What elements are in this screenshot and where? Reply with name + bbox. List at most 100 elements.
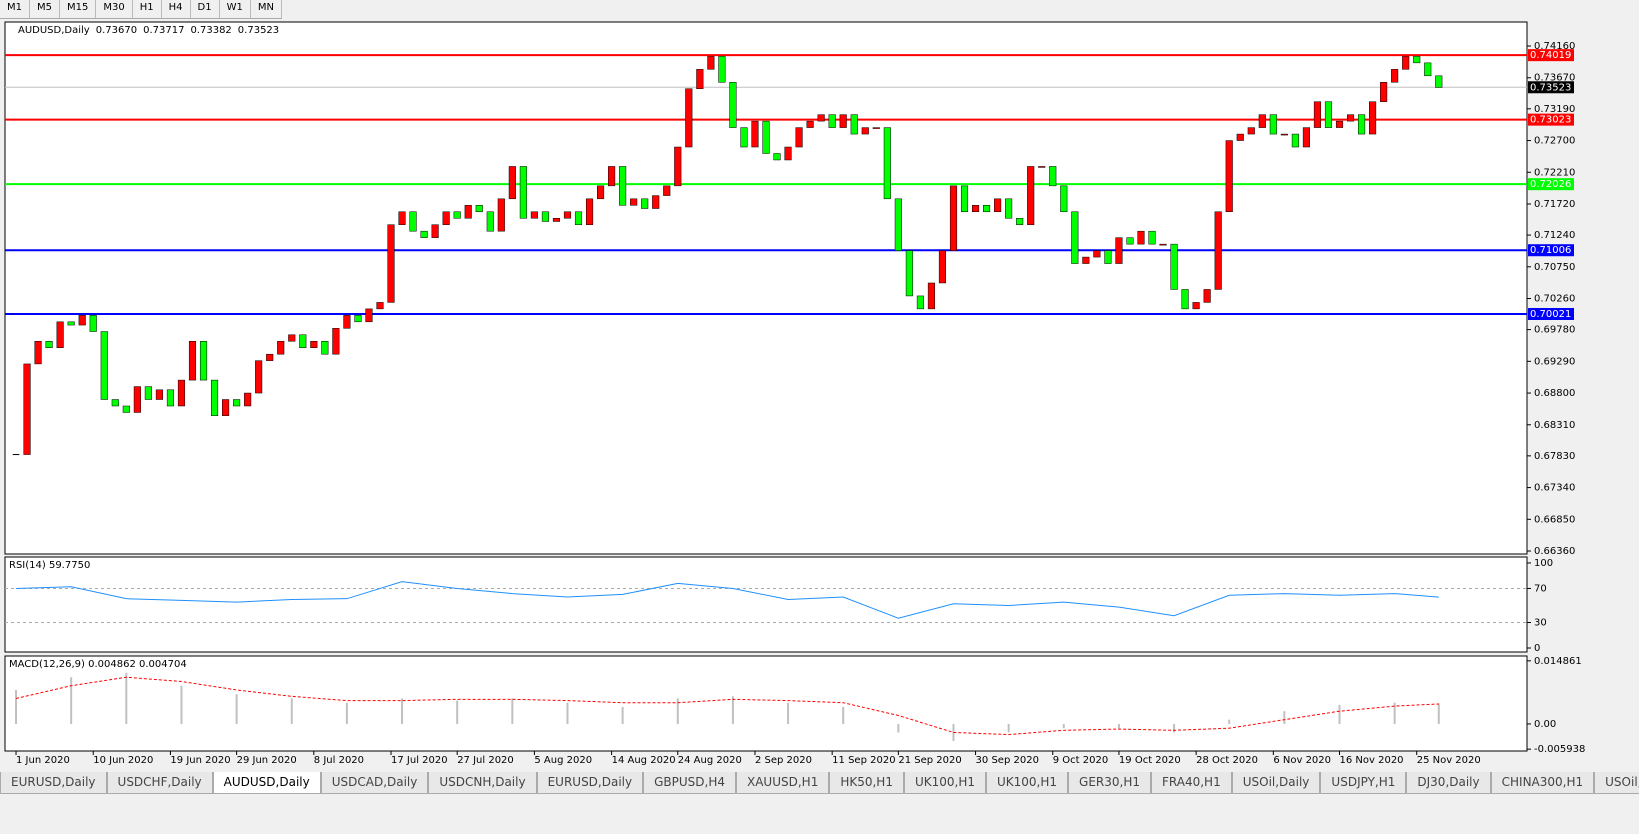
candle xyxy=(497,198,505,232)
chart-header: AUDUSD,Daily 0.73670 0.73717 0.73382 0.73523 xyxy=(18,25,279,36)
chart-window: 0.74160 0.73670 0.73190 0.72700 0.72210 0.717… xyxy=(4,21,1585,766)
rsi-label: RSI(14) 59.7750 xyxy=(9,560,90,571)
chart-tab[interactable]: CHINA300,H1 xyxy=(1490,772,1595,794)
y-tick-label: 0.72700 xyxy=(1534,136,1575,147)
chart-tab[interactable]: USOil,Daily xyxy=(1231,772,1321,794)
timeframe-button[interactable]: D1 xyxy=(191,0,220,18)
candle xyxy=(1380,82,1388,102)
candle xyxy=(332,328,340,355)
x-tick-label: 9 Oct 2020 xyxy=(1053,755,1108,766)
chart-tab[interactable]: USOil,H1 xyxy=(1594,772,1639,794)
candle xyxy=(1137,230,1145,245)
timeframe-button[interactable]: M15 xyxy=(60,0,97,18)
candle xyxy=(210,379,219,416)
timeframe-button[interactable]: M5 xyxy=(30,0,60,18)
candle xyxy=(795,127,803,148)
timeframe-button[interactable]: W1 xyxy=(220,0,251,18)
x-tick-label: 25 Nov 2020 xyxy=(1417,755,1481,766)
candle xyxy=(288,334,296,342)
x-tick-label: 5 Aug 2020 xyxy=(534,755,592,766)
timeframe-button[interactable]: MN xyxy=(251,0,282,18)
chart-tab[interactable]: USDCAD,Daily xyxy=(320,772,429,794)
x-tick-label: 2 Sep 2020 xyxy=(755,755,812,766)
chart-tab[interactable]: USDJPY,H1 xyxy=(1320,772,1407,794)
timeframe-button[interactable]: M1 xyxy=(0,0,30,18)
candle xyxy=(1302,127,1310,148)
y-tick-label: 70 xyxy=(1534,583,1547,594)
timeframe-button[interactable]: H4 xyxy=(162,0,191,18)
x-tick-label: 28 Oct 2020 xyxy=(1196,755,1258,766)
candle xyxy=(685,88,693,148)
macd-bar xyxy=(15,689,18,724)
chart-tab[interactable]: USDCHF,Daily xyxy=(106,772,213,794)
candle xyxy=(1247,127,1255,135)
y-tick-label: 0.67340 xyxy=(1534,483,1575,494)
macd-bar xyxy=(345,702,348,724)
level-tag xyxy=(1528,307,1574,320)
candle xyxy=(983,205,991,213)
candle xyxy=(608,166,616,187)
level-label: 0.74019 xyxy=(1530,50,1571,61)
x-tick-label: 29 Jun 2020 xyxy=(237,755,297,766)
candle xyxy=(872,127,880,129)
macd-bar xyxy=(401,698,404,724)
level-tag xyxy=(1528,178,1574,191)
candle xyxy=(916,295,924,310)
x-tick-label: 24 Aug 2020 xyxy=(678,755,742,766)
candle xyxy=(387,224,395,303)
chart-tab[interactable]: XAUUSD,H1 xyxy=(736,772,830,794)
candle xyxy=(111,399,119,407)
candle xyxy=(784,146,792,161)
chart-tab[interactable]: FRA40,H1 xyxy=(1151,772,1232,794)
level-label: 0.71006 xyxy=(1530,245,1571,256)
candle xyxy=(1203,289,1211,303)
candle xyxy=(861,127,869,135)
macd-bar xyxy=(842,706,845,724)
x-tick-label: 30 Sep 2020 xyxy=(976,755,1039,766)
chart-tab[interactable]: DJ30,Daily xyxy=(1406,772,1491,794)
candle xyxy=(486,211,494,232)
candle xyxy=(1435,75,1443,88)
candle xyxy=(122,405,130,413)
level-tag xyxy=(1528,49,1574,62)
candle xyxy=(597,185,605,200)
pane-frame xyxy=(4,21,1528,555)
y-tick-label: 0.71720 xyxy=(1534,199,1575,210)
candle xyxy=(166,389,174,407)
candle xyxy=(960,185,969,213)
chart-tab[interactable]: HK50,H1 xyxy=(829,772,904,794)
timeframe-button[interactable]: M30 xyxy=(96,0,133,18)
level-tag xyxy=(1528,113,1574,126)
candle xyxy=(1148,230,1156,245)
candle xyxy=(773,153,781,161)
candle xyxy=(1082,256,1090,264)
chart-tab[interactable]: EURUSD,Daily xyxy=(0,772,107,794)
timeframe-button[interactable]: H1 xyxy=(133,0,162,18)
candle xyxy=(67,321,75,326)
chart-tab[interactable]: GBPUSD,H4 xyxy=(643,772,736,794)
chart-tab[interactable]: UK100,H1 xyxy=(903,772,986,794)
chart-tab[interactable]: GER30,H1 xyxy=(1068,772,1151,794)
timeframe-toolbar: M1 M5 M15 M30 H1 H4 D1 W1 MN xyxy=(0,0,282,19)
candle xyxy=(663,185,671,196)
y-tick-label: 0.74160 xyxy=(1534,41,1575,52)
y-tick-label: 0.68310 xyxy=(1534,420,1575,431)
chart-tab[interactable]: UK100,H1 xyxy=(986,772,1069,794)
candle xyxy=(541,211,549,222)
y-tick-label: 0.73190 xyxy=(1534,104,1575,115)
candle xyxy=(1104,250,1112,264)
chart-tab[interactable]: AUDUSD,Daily xyxy=(212,772,321,794)
y-tick-label: 0.72210 xyxy=(1534,167,1575,178)
candle xyxy=(23,363,31,455)
candle xyxy=(255,360,263,394)
candle xyxy=(1324,101,1333,128)
chart-tabs: EURUSD,Daily USDCHF,Daily AUDUSD,Daily USDC… xyxy=(0,772,1639,794)
candle xyxy=(971,205,980,213)
candle xyxy=(1413,56,1421,64)
chart-tab[interactable]: EURUSD,Daily xyxy=(536,772,644,794)
macd-bar xyxy=(180,685,183,724)
price-tag xyxy=(1528,81,1574,94)
candle xyxy=(409,211,417,232)
chart-tab[interactable]: USDCNH,Daily xyxy=(428,772,537,794)
candle xyxy=(652,195,660,209)
